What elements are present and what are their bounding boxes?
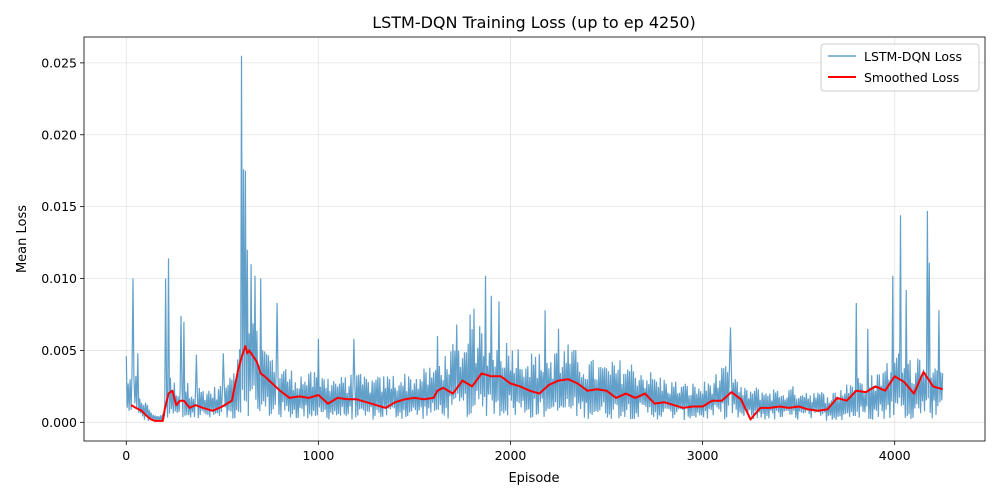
chart-legend: LSTM-DQN Loss Smoothed Loss xyxy=(820,43,980,92)
x-tick-label: 4000 xyxy=(879,448,911,463)
x-tick-label: 0 xyxy=(122,448,130,463)
series-raw-loss-line xyxy=(125,55,944,423)
y-tick-label: 0.025 xyxy=(41,55,77,70)
chart-title: LSTM-DQN Training Loss (up to ep 4250) xyxy=(372,13,696,32)
x-tick-label: 2000 xyxy=(495,448,527,463)
plot-frame xyxy=(83,36,986,442)
legend-label-raw-loss: LSTM-DQN Loss xyxy=(864,49,962,64)
legend-frame xyxy=(820,43,980,92)
x-tick-label: 3000 xyxy=(687,448,719,463)
legend-label-smoothed-loss: Smoothed Loss xyxy=(864,70,959,85)
x-axis-label: Episode xyxy=(508,471,559,486)
series-smoothed-loss-line xyxy=(130,345,943,422)
x-tick-label: 1000 xyxy=(302,448,334,463)
y-tick-label: 0.020 xyxy=(41,127,77,142)
y-tick-label: 0.005 xyxy=(41,343,77,358)
plot-area xyxy=(125,55,944,423)
axis-ticks: 0 1000 2000 3000 4000 0.000 0.005 0.010 0.015 0.0… xyxy=(41,55,910,463)
y-tick-label: 0.000 xyxy=(41,415,77,430)
y-tick-label: 0.010 xyxy=(41,271,77,286)
y-tick-label: 0.015 xyxy=(41,199,77,214)
y-axis-label: Mean Loss xyxy=(15,205,30,273)
